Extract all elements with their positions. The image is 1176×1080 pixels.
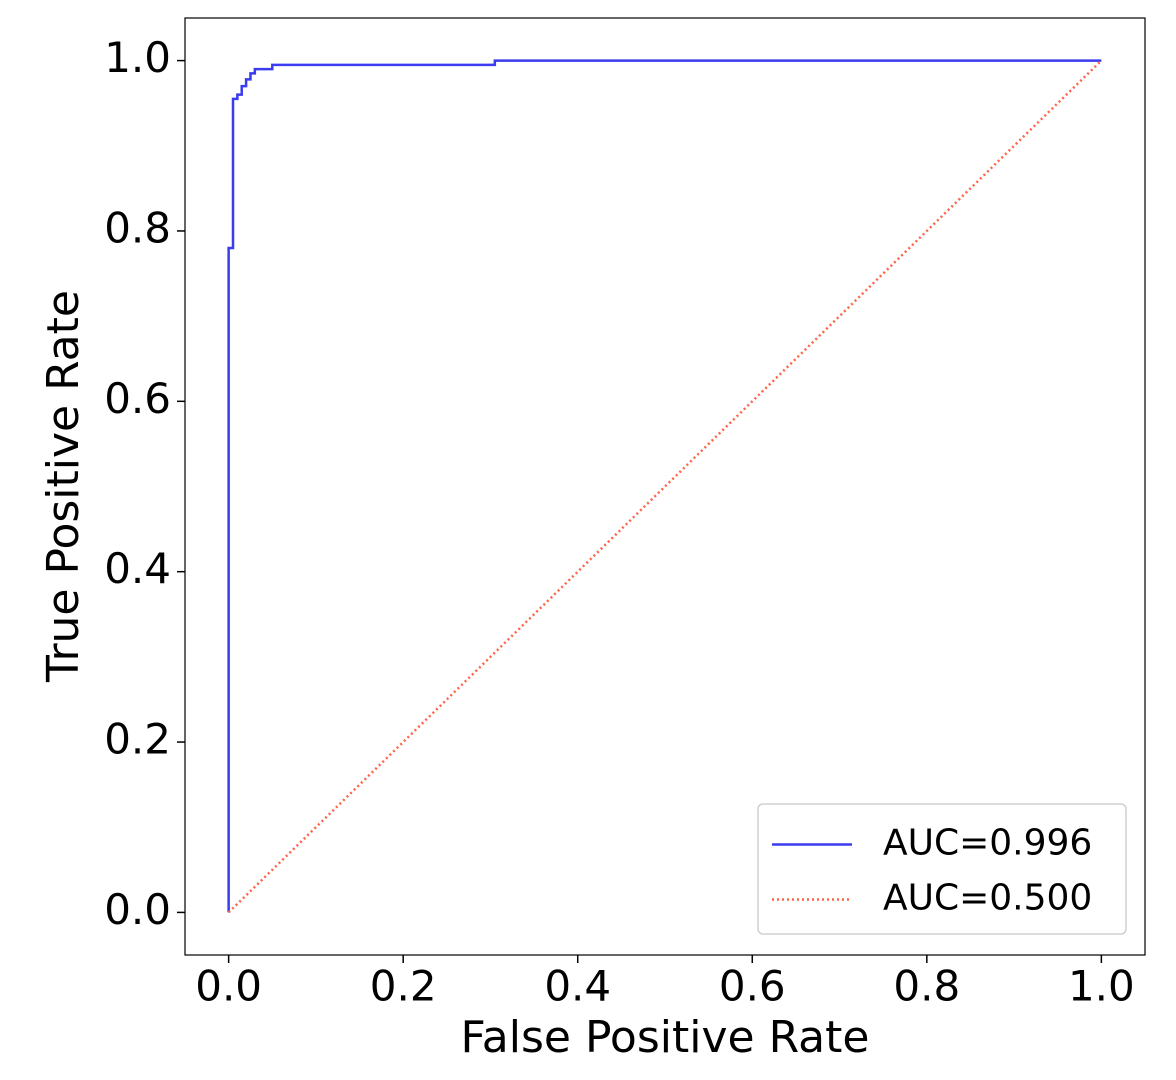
roc-line	[227, 59, 1103, 914]
y-axis-label: True Positive Rate	[38, 290, 89, 683]
legend-label: AUC=0.996	[883, 823, 1092, 864]
plot-frame	[184, 17, 1146, 956]
x-tick-label: 0.6	[719, 962, 786, 1011]
x-tick-label: 1.0	[1068, 962, 1135, 1011]
x-axis-label: False Positive Rate	[461, 1012, 870, 1063]
roc-line	[227, 59, 1102, 913]
legend-label: AUC=0.500	[883, 878, 1092, 919]
x-tick-label: 0.4	[544, 962, 611, 1011]
y-tick-label: 0.0	[104, 885, 171, 934]
y-tick-label: 0.8	[104, 203, 171, 252]
y-tick-label: 0.6	[104, 374, 171, 423]
x-tick-label: 0.8	[893, 962, 960, 1011]
x-tick-label: 0.0	[195, 962, 262, 1011]
x-tick-label: 0.2	[370, 962, 437, 1011]
y-tick-label: 0.2	[104, 715, 171, 764]
y-tick-label: 1.0	[104, 33, 171, 82]
legend-box	[757, 803, 1127, 935]
y-tick-label: 0.4	[104, 544, 171, 593]
